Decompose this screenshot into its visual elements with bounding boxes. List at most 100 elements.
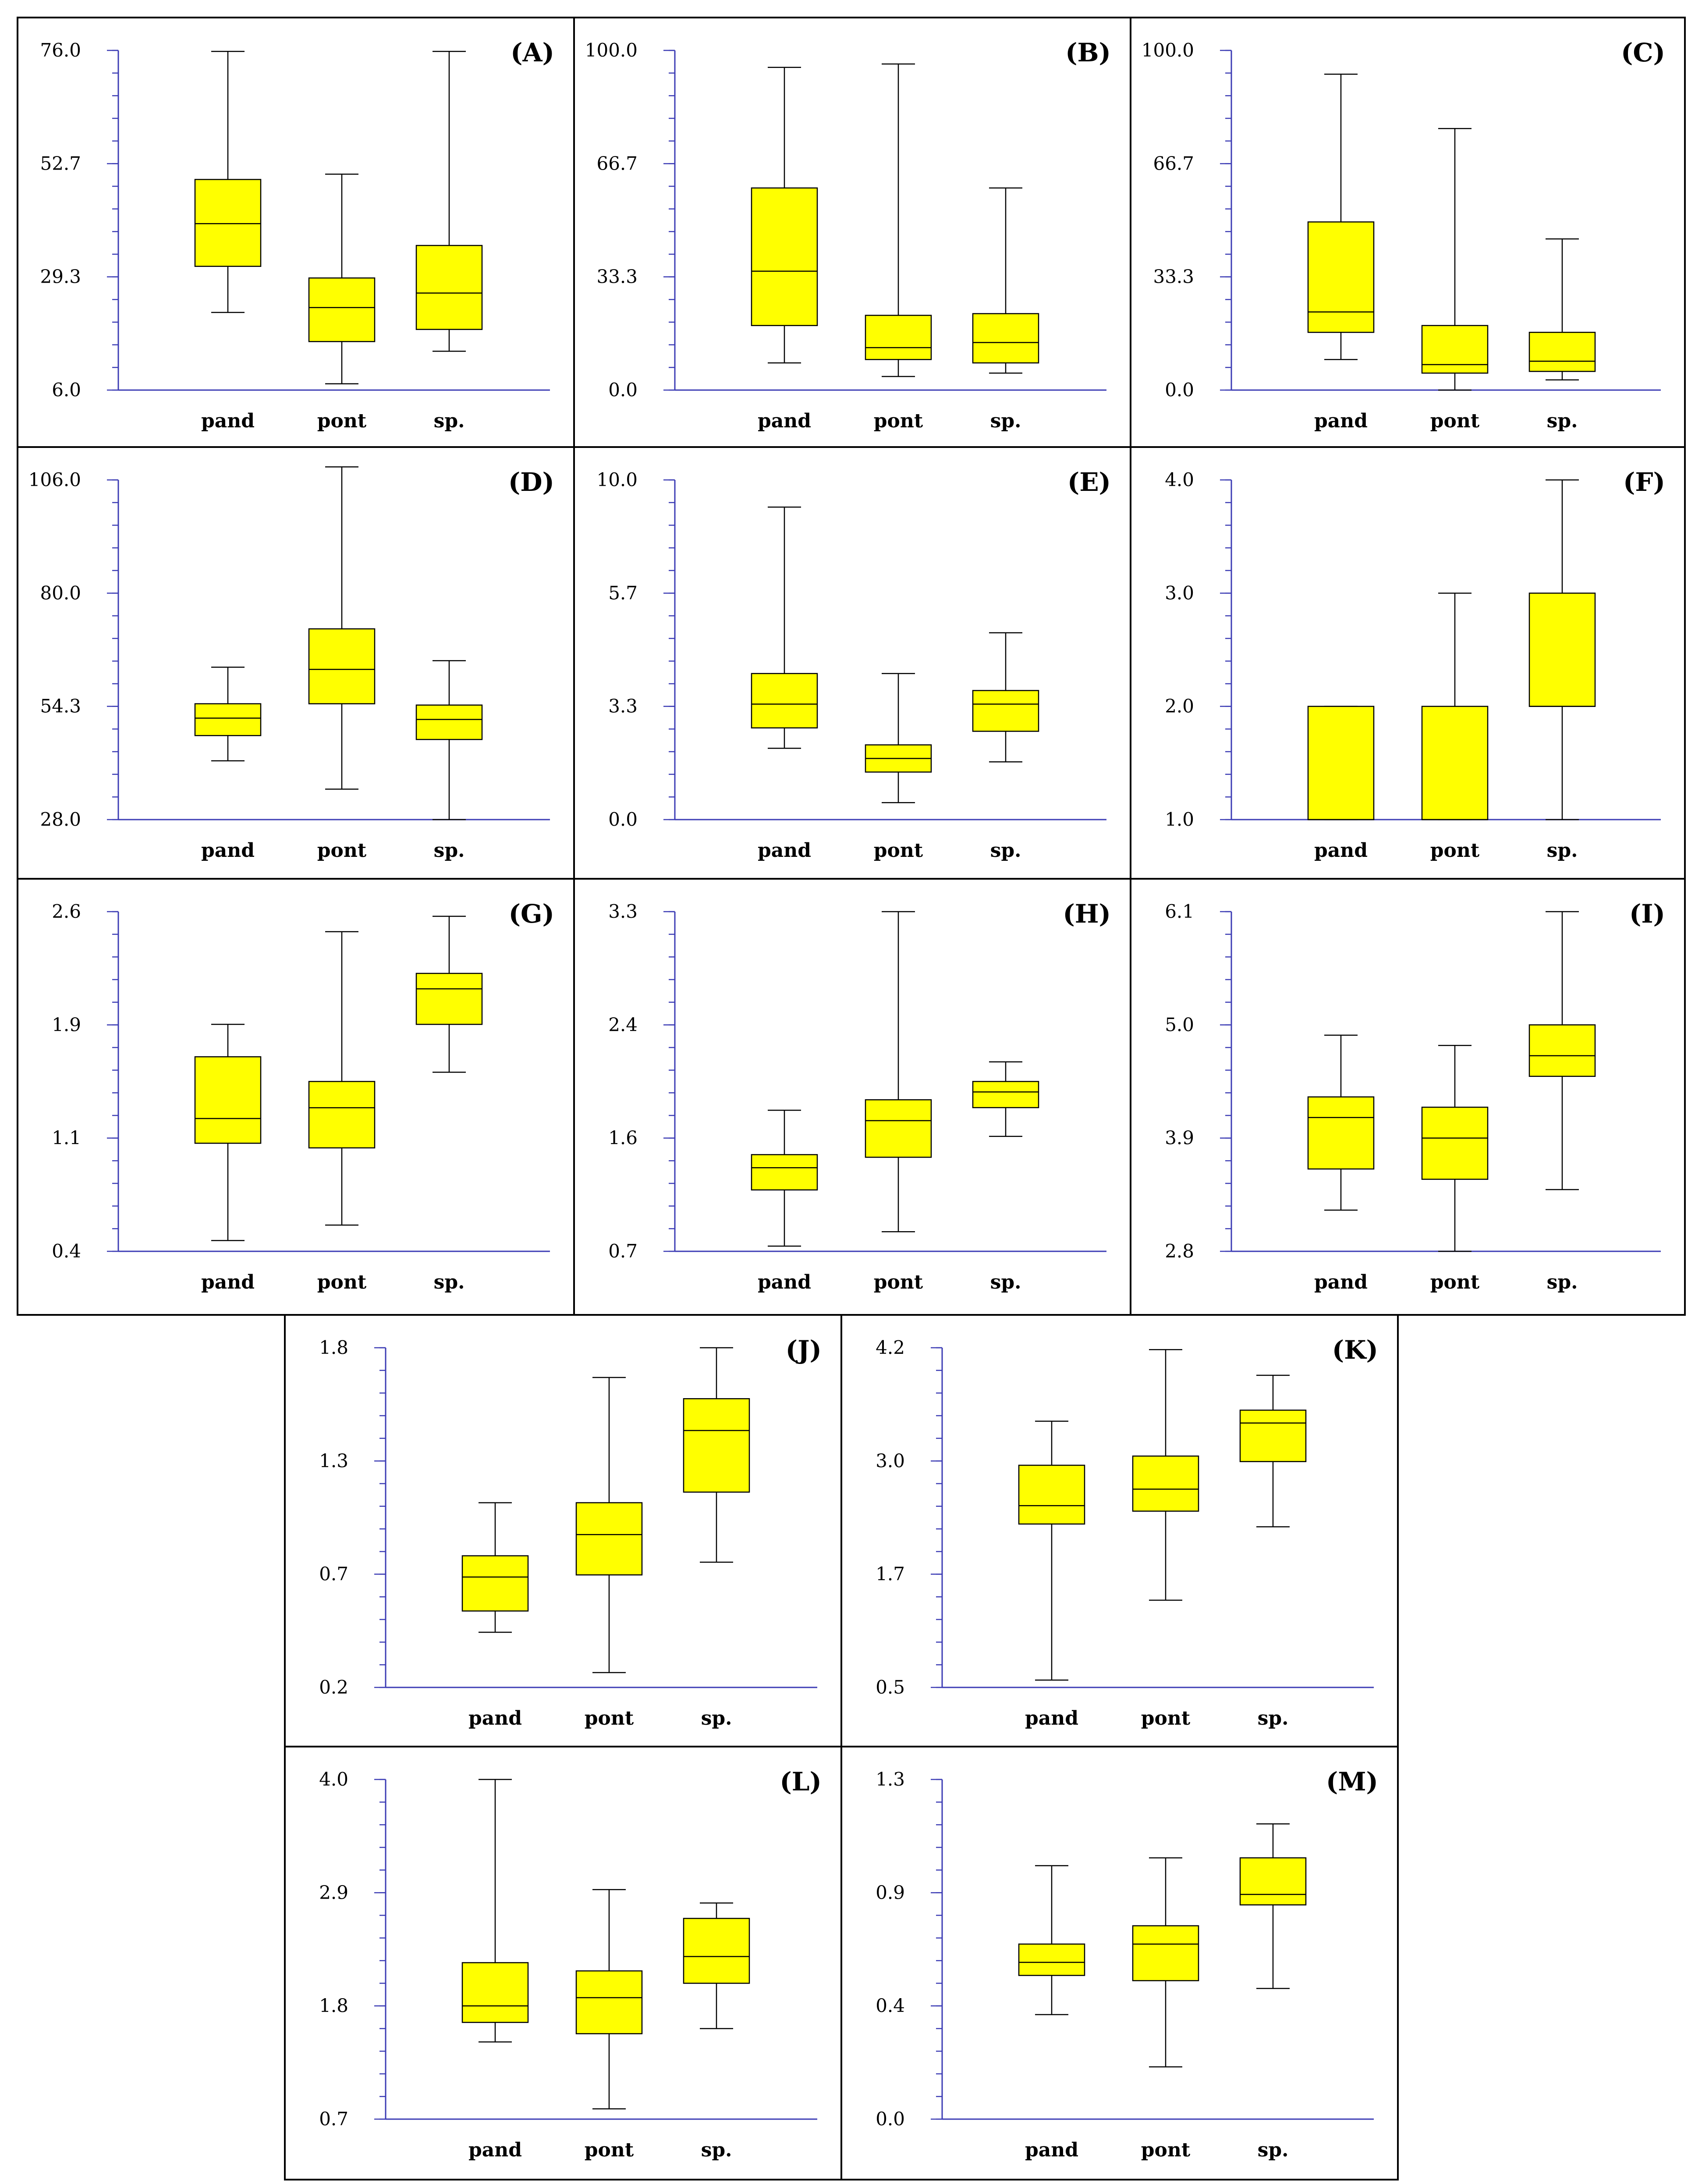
iqr-box	[575, 1502, 643, 1576]
panel-frame	[573, 878, 1131, 1316]
y-tick-label: 1.9	[52, 1014, 81, 1035]
panel-b: 100.0 66.7 33.3 0.0 (B) pand pont sp.	[573, 17, 1131, 448]
iqr-box	[1528, 1024, 1596, 1077]
x-tick-label: pont	[1141, 2139, 1191, 2161]
x-tick-label: sp.	[1258, 2139, 1289, 2161]
x-tick-label: sp.	[1547, 839, 1578, 862]
iqr-box	[1239, 1857, 1307, 1906]
y-tick-label: 1.3	[876, 1769, 905, 1790]
iqr-box	[1132, 1925, 1199, 1982]
box-sp	[683, 1902, 750, 2029]
y-tick-label: 1.1	[52, 1127, 81, 1149]
iqr-box	[1421, 325, 1489, 374]
x-tick-label: pont	[1141, 1707, 1191, 1729]
panel-frame	[840, 1314, 1399, 1747]
y-tick-label: 100.0	[1142, 39, 1194, 61]
box-sp	[1239, 1374, 1307, 1527]
y-tick-label: 0.7	[608, 1240, 638, 1262]
box-pand	[194, 666, 262, 762]
box-pand	[1018, 1865, 1085, 2015]
panel-label: (A)	[511, 38, 554, 67]
x-tick-label: pand	[758, 410, 811, 432]
y-tick-label: 2.0	[1165, 696, 1194, 717]
x-tick-label: pand	[468, 2139, 522, 2161]
x-tick-label: pand	[758, 839, 811, 862]
iqr-box	[1239, 1410, 1307, 1462]
iqr-box	[683, 1918, 750, 1984]
iqr-box	[194, 1056, 262, 1144]
box-pand	[751, 1109, 818, 1247]
box-pand	[461, 1502, 529, 1633]
panel-label: (L)	[780, 1767, 822, 1797]
box-pont	[865, 63, 932, 377]
iqr-box	[461, 1555, 529, 1612]
box-sp	[1528, 479, 1596, 820]
box-pand	[461, 1779, 529, 2043]
iqr-box	[194, 179, 262, 267]
panel-frame	[17, 878, 575, 1316]
iqr-box	[865, 315, 932, 360]
y-tick-label: 1.3	[319, 1450, 348, 1471]
iqr-box	[308, 628, 376, 704]
y-tick-label: 0.5	[876, 1676, 905, 1698]
panel-j: 1.8 1.3 0.7 0.2 (J) pand pont sp.	[284, 1314, 842, 1747]
box-sp	[1528, 238, 1596, 380]
y-tick-label: 3.0	[876, 1450, 905, 1471]
y-tick-label: 33.3	[1153, 266, 1194, 288]
y-tick-label: 5.7	[608, 582, 638, 604]
box-pand	[1307, 706, 1375, 820]
y-tick-label: 33.3	[596, 266, 638, 288]
panel-d: 106.0 80.0 54.3 28.0 (D) pand pont sp.	[17, 446, 575, 880]
x-tick-label: sp.	[701, 1707, 732, 1729]
x-tick-label: pand	[201, 839, 255, 862]
x-tick-label: sp.	[1547, 1271, 1578, 1293]
y-tick-label: 0.4	[52, 1240, 81, 1262]
y-tick-label: 2.8	[1165, 1240, 1194, 1262]
iqr-box	[972, 1081, 1039, 1108]
y-tick-label: 80.0	[40, 582, 81, 604]
panel-k: 4.2 3.0 1.7 0.5 (K) pand pont sp.	[840, 1314, 1399, 1747]
panel-label: (B)	[1065, 38, 1111, 67]
iqr-box	[972, 690, 1039, 732]
x-tick-label: sp.	[434, 1271, 465, 1293]
y-tick-label: 1.6	[608, 1127, 638, 1149]
y-tick-label: 76.0	[40, 39, 81, 61]
box-pont	[575, 1889, 643, 2109]
panel-c: 100.0 66.7 33.3 0.0 (C) pand pont sp.	[1130, 17, 1686, 448]
x-tick-label: pand	[1025, 2139, 1078, 2161]
y-tick-label: 10.0	[596, 469, 638, 490]
box-pand	[1018, 1420, 1085, 1681]
box-sp	[1528, 911, 1596, 1190]
x-tick-label: pont	[1430, 1271, 1480, 1293]
y-tick-label: 52.7	[40, 153, 81, 174]
x-tick-label: pand	[758, 1271, 811, 1293]
panel-frame	[17, 17, 575, 448]
y-tick-label: 0.7	[319, 2108, 348, 2130]
panel-frame	[573, 446, 1131, 880]
y-tick-label: 0.0	[1165, 379, 1194, 401]
x-tick-label: pont	[874, 410, 923, 432]
x-tick-label: pont	[874, 839, 923, 862]
box-pont	[1421, 593, 1489, 820]
box-pont	[865, 911, 932, 1232]
y-tick-label: 2.4	[608, 1014, 638, 1035]
panel-l: 4.0 2.9 1.8 0.7 (L) pand pont sp.	[284, 1746, 842, 2180]
iqr-box	[972, 313, 1039, 364]
panel-h: 3.3 2.4 1.6 0.7 (H) pand pont sp.	[573, 878, 1131, 1316]
panel-a: 76.0 52.7 29.3 6.0 (A) pand pont sp.	[17, 17, 575, 448]
panel-label: (K)	[1332, 1335, 1378, 1365]
box-pand	[194, 50, 262, 313]
x-tick-label: pont	[1430, 839, 1480, 862]
panel-frame	[1130, 446, 1686, 880]
x-tick-label: sp.	[1258, 1707, 1289, 1729]
y-tick-label: 0.9	[876, 1882, 905, 1903]
x-tick-label: sp.	[701, 2139, 732, 2161]
y-tick-label: 29.3	[40, 266, 81, 288]
box-sp	[415, 916, 483, 1073]
panel-frame	[1130, 878, 1686, 1316]
y-tick-label: 2.6	[52, 901, 81, 922]
y-tick-label: 4.0	[319, 1769, 348, 1790]
x-tick-label: pont	[874, 1271, 923, 1293]
box-pont	[308, 931, 376, 1226]
x-tick-label: pand	[1314, 1271, 1368, 1293]
